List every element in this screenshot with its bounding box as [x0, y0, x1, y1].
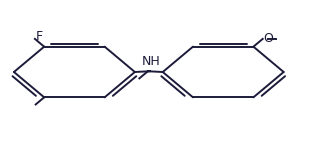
Text: NH: NH — [142, 55, 161, 68]
Text: O: O — [264, 32, 273, 45]
Text: F: F — [36, 30, 42, 43]
